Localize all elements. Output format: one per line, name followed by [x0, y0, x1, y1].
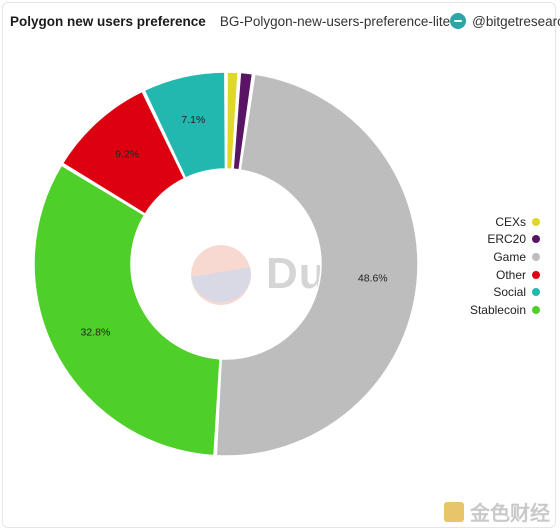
- author-handle[interactable]: @bitgetresearch: [472, 13, 560, 29]
- legend-label: Social: [493, 285, 526, 300]
- slice-game[interactable]: [215, 73, 419, 457]
- legend-item-cexs[interactable]: CEXs: [495, 213, 540, 231]
- legend-label: Stablecoin: [469, 302, 526, 317]
- legend-dot-icon: [532, 217, 540, 226]
- slice-erc20[interactable]: [232, 71, 254, 171]
- legend-label: Other: [495, 267, 526, 282]
- chart-header: Polygon new users preference BG-Polygon-…: [10, 10, 560, 32]
- dune-logo-icon: [191, 245, 251, 305]
- author[interactable]: @bitgetresearch: [450, 13, 560, 29]
- legend-item-erc20[interactable]: ERC20: [487, 231, 540, 249]
- legend-label: CEXs: [495, 214, 526, 229]
- legend-dot-icon: [532, 270, 540, 279]
- slice-label-social: 7.1%: [181, 114, 205, 126]
- legend-item-social[interactable]: Social: [493, 283, 540, 301]
- slice-label-game: 48.6%: [358, 273, 388, 285]
- legend-item-stablecoin[interactable]: Stablecoin: [470, 301, 540, 319]
- slice-other[interactable]: [61, 90, 186, 216]
- legend-dot-icon: [532, 235, 540, 244]
- chart-title: Polygon new users preference: [10, 13, 206, 29]
- legend-item-other[interactable]: Other: [496, 266, 540, 284]
- query-name[interactable]: BG-Polygon-new-users-preference-lite: [219, 13, 451, 29]
- jinse-logo-icon: [444, 501, 464, 522]
- slice-cexs[interactable]: [225, 71, 239, 170]
- legend-label: Game: [493, 249, 526, 264]
- jinse-watermark: 金色财经: [444, 497, 550, 526]
- legend-label: ERC20: [487, 232, 526, 247]
- legend-dot-icon: [532, 288, 540, 297]
- legend-dot-icon: [532, 305, 540, 314]
- chart-legend: CEXs ERC20 Game Other Social Stablecoin: [470, 213, 540, 319]
- jinse-watermark-text: 金色财经: [470, 503, 550, 525]
- slice-label-other: 9.2%: [115, 148, 139, 160]
- slice-stablecoin[interactable]: [33, 164, 221, 457]
- author-avatar: [450, 13, 467, 29]
- slice-social[interactable]: [143, 71, 227, 180]
- legend-item-game[interactable]: Game: [493, 248, 540, 266]
- legend-dot-icon: [532, 252, 540, 261]
- slice-label-stablecoin: 32.8%: [81, 326, 111, 338]
